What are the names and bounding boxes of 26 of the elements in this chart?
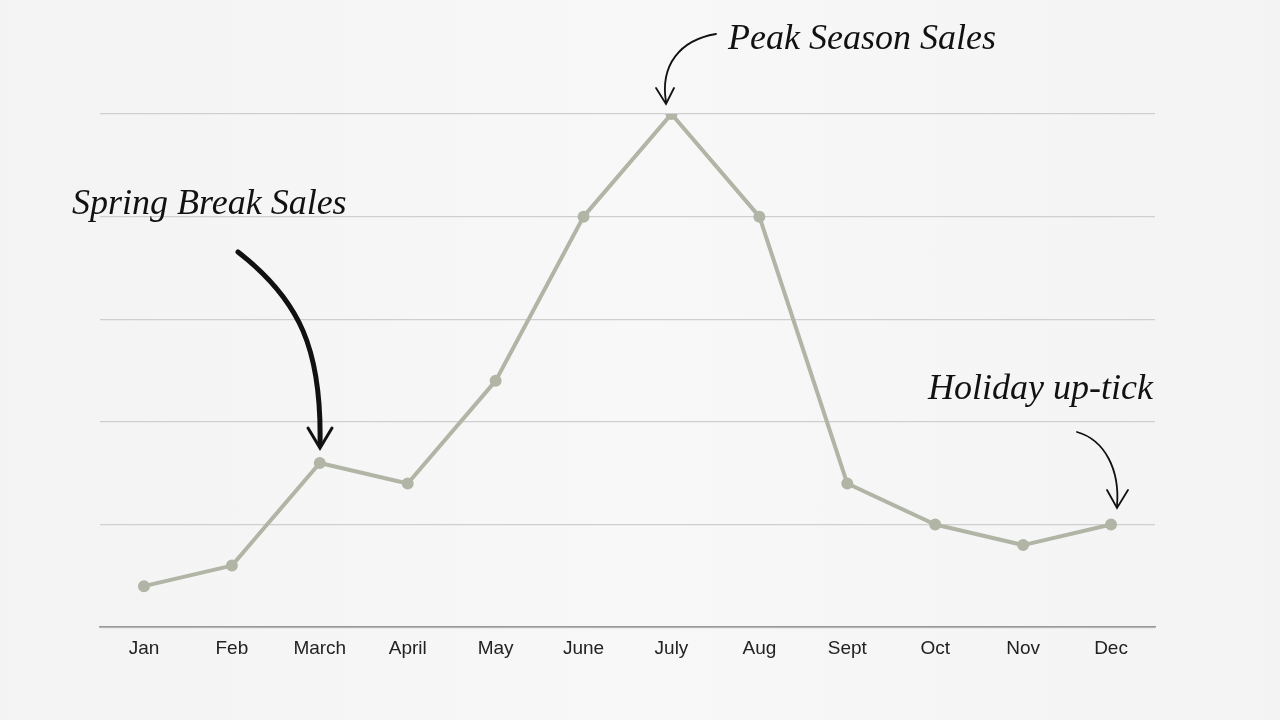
text: Peak Season Sales bbox=[727, 17, 996, 58]
annotation: Holiday up-tick bbox=[927, 367, 1154, 408]
x-tick-label: Feb bbox=[215, 636, 249, 658]
x-tick-label: May bbox=[477, 636, 515, 658]
point bbox=[577, 210, 590, 223]
point bbox=[401, 477, 414, 490]
x-tick-label: Dec bbox=[1094, 636, 1128, 658]
point bbox=[225, 559, 238, 572]
annotation: Spring Break Sales bbox=[72, 182, 347, 223]
x-tick-label: Oct bbox=[920, 636, 951, 658]
x-tick-label: Nov bbox=[1006, 636, 1041, 658]
x-tick-label: April bbox=[388, 636, 427, 658]
point bbox=[929, 518, 942, 531]
point bbox=[313, 456, 326, 469]
x-tick-label: Jan bbox=[128, 636, 160, 658]
x-tick-label: Aug bbox=[742, 636, 777, 658]
point bbox=[841, 477, 854, 490]
point bbox=[137, 580, 150, 593]
x-tick-label: Sept bbox=[827, 636, 868, 658]
x-tick-label: July bbox=[654, 636, 689, 658]
x-tick-label: March bbox=[293, 636, 347, 658]
point bbox=[753, 210, 766, 223]
x-tick-label: June bbox=[562, 636, 605, 658]
point bbox=[1105, 518, 1118, 531]
point bbox=[1017, 539, 1030, 552]
point bbox=[489, 374, 502, 387]
